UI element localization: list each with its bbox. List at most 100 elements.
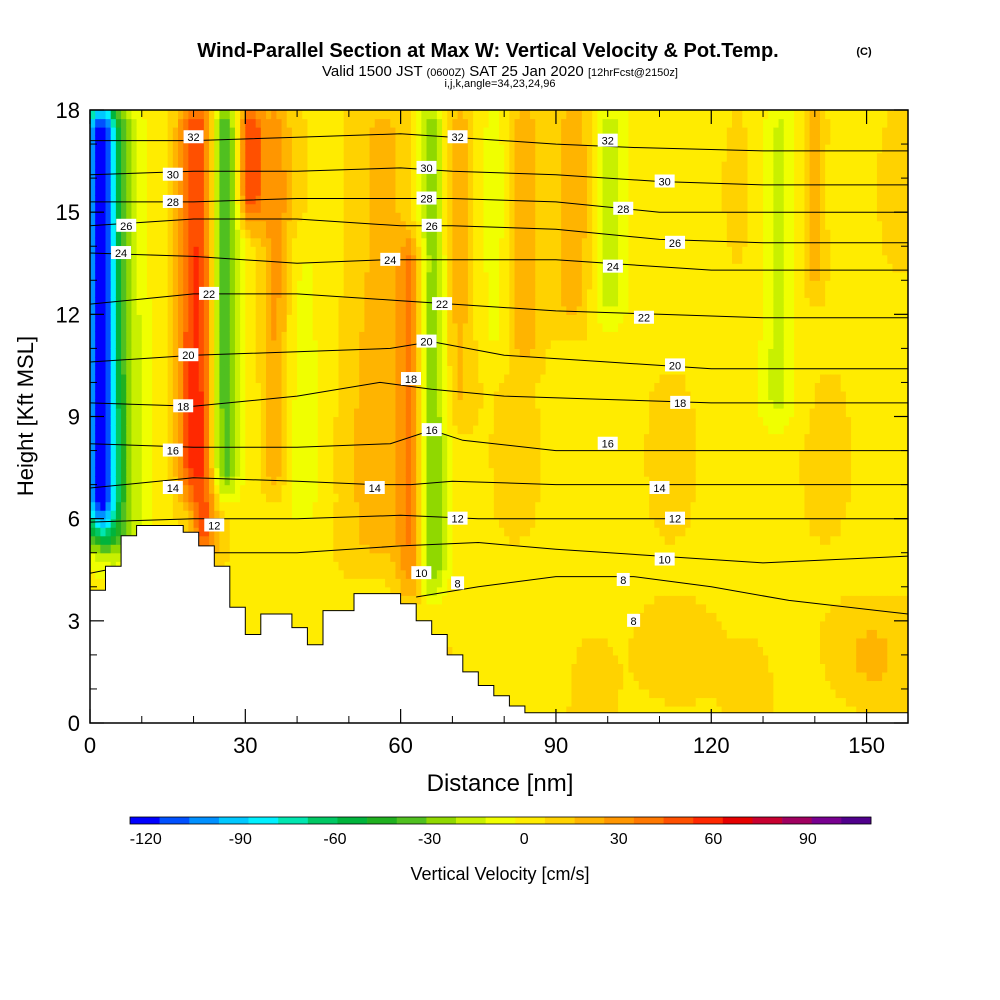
field-cell xyxy=(255,178,262,188)
field-cell xyxy=(307,629,314,639)
field-cell xyxy=(172,246,179,256)
field-cell xyxy=(281,254,288,264)
field-cell xyxy=(436,578,443,588)
field-cell xyxy=(276,322,283,332)
field-cell xyxy=(136,203,143,213)
field-cell xyxy=(167,459,174,469)
field-cell xyxy=(141,135,148,145)
field-cell xyxy=(250,246,257,256)
field-cell xyxy=(167,322,174,332)
field-cell xyxy=(224,220,231,230)
field-cell xyxy=(178,220,184,230)
field-cell xyxy=(172,510,179,520)
field-cell xyxy=(354,229,360,239)
field-cell xyxy=(203,118,210,128)
field-cell xyxy=(178,161,184,171)
field-cell xyxy=(224,127,231,137)
field-cell xyxy=(162,365,169,375)
field-cell xyxy=(240,595,246,605)
field-cell xyxy=(333,195,340,205)
field-cell xyxy=(385,365,391,375)
field-cell xyxy=(136,459,143,469)
field-cell xyxy=(291,169,298,179)
field-cell xyxy=(410,459,417,469)
field-cell xyxy=(354,476,360,486)
field-cell xyxy=(188,467,195,477)
field-cell xyxy=(234,186,241,196)
field-cell xyxy=(307,161,314,171)
field-cell xyxy=(374,305,381,315)
field-cell xyxy=(266,229,272,239)
field-cell xyxy=(136,152,143,162)
field-cell xyxy=(410,195,417,205)
field-cell xyxy=(364,203,371,213)
field-cell xyxy=(110,348,117,358)
field-cell xyxy=(322,552,329,562)
field-cell xyxy=(431,484,438,494)
field-cell xyxy=(90,322,96,332)
field-cell xyxy=(105,178,112,188)
field-cell xyxy=(193,339,200,349)
field-cell xyxy=(260,501,267,511)
field-cell xyxy=(105,442,112,452)
field-cell xyxy=(410,510,417,520)
field-cell xyxy=(146,365,153,375)
field-cell xyxy=(260,297,267,307)
field-cell xyxy=(271,237,277,247)
field-cell xyxy=(121,144,127,154)
field-cell xyxy=(95,135,101,145)
field-cell xyxy=(266,161,272,171)
field-cell xyxy=(219,152,226,162)
field-cell xyxy=(255,484,262,494)
field-cell xyxy=(359,459,365,469)
field-cell xyxy=(126,476,133,486)
field-cell xyxy=(354,161,360,171)
field-cell xyxy=(400,569,407,579)
field-cell xyxy=(126,467,133,477)
field-cell xyxy=(209,246,215,256)
field-cell xyxy=(364,544,371,554)
field-cell xyxy=(348,373,355,384)
field-cell xyxy=(198,467,205,477)
field-cell xyxy=(260,544,267,554)
field-cell xyxy=(359,356,365,367)
field-cell xyxy=(224,561,231,571)
field-cell xyxy=(95,186,101,196)
field-cell xyxy=(369,569,376,579)
field-cell xyxy=(410,356,417,367)
field-cell xyxy=(121,288,127,298)
field-cell xyxy=(110,305,117,315)
field-cell xyxy=(209,144,215,154)
field-cell xyxy=(183,356,189,367)
field-cell xyxy=(354,339,360,349)
field-cell xyxy=(317,612,324,622)
field-cell xyxy=(338,603,345,613)
field-cell xyxy=(214,561,221,571)
field-cell xyxy=(312,459,319,469)
field-cell xyxy=(374,110,381,120)
field-cell xyxy=(219,552,226,562)
field-cell xyxy=(390,450,397,460)
field-cell xyxy=(426,305,433,315)
field-cell xyxy=(162,493,169,503)
field-cell xyxy=(395,527,402,537)
field-cell xyxy=(198,339,205,349)
field-cell xyxy=(110,339,117,349)
field-cell xyxy=(302,595,309,605)
field-cell xyxy=(410,280,417,290)
field-cell xyxy=(302,416,309,426)
field-cell xyxy=(307,493,314,503)
field-cell xyxy=(421,237,428,247)
field-cell xyxy=(136,212,143,222)
field-cell xyxy=(198,297,205,307)
field-cell xyxy=(442,152,448,162)
field-cell xyxy=(343,339,350,349)
field-cell xyxy=(405,169,412,179)
field-cell xyxy=(255,297,262,307)
field-cell xyxy=(250,127,257,137)
field-cell xyxy=(219,425,226,435)
field-cell xyxy=(229,322,236,332)
field-cell xyxy=(271,144,277,154)
field-cell xyxy=(416,493,422,503)
field-cell xyxy=(338,433,345,443)
